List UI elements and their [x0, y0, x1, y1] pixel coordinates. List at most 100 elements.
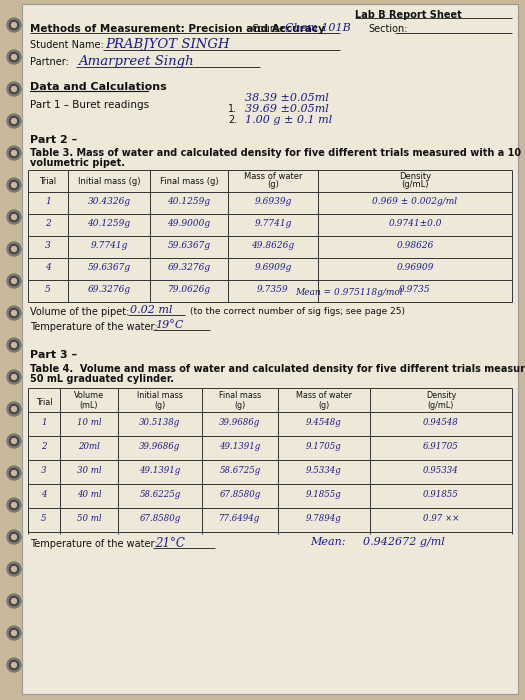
Circle shape	[9, 276, 18, 286]
Circle shape	[9, 309, 18, 318]
Circle shape	[7, 402, 21, 416]
Circle shape	[7, 626, 21, 640]
Text: 1: 1	[45, 197, 51, 206]
Circle shape	[9, 468, 18, 477]
Text: 50 ml: 50 ml	[77, 514, 101, 523]
Text: 3: 3	[41, 466, 47, 475]
Text: Trial: Trial	[39, 177, 57, 186]
Text: Initial mass: Initial mass	[137, 391, 183, 400]
Text: 0.94548: 0.94548	[423, 418, 459, 427]
Text: Amarpreet Singh: Amarpreet Singh	[78, 55, 194, 68]
Text: 69.3276g: 69.3276g	[167, 263, 211, 272]
Text: 59.6367g: 59.6367g	[88, 263, 131, 272]
Circle shape	[7, 274, 21, 288]
Text: Mass of water: Mass of water	[296, 391, 352, 400]
Text: 2.: 2.	[228, 115, 237, 125]
Text: (g): (g)	[318, 401, 330, 410]
Text: 9.7359: 9.7359	[257, 285, 289, 294]
Circle shape	[9, 116, 18, 125]
Text: Initial mass (g): Initial mass (g)	[78, 177, 140, 186]
Circle shape	[12, 214, 16, 220]
Circle shape	[12, 535, 16, 540]
Text: (g): (g)	[267, 180, 279, 189]
Text: 19°C: 19°C	[155, 320, 183, 330]
Circle shape	[12, 374, 16, 379]
Text: 49.8626g: 49.8626g	[251, 241, 295, 250]
Text: 58.6225g: 58.6225g	[139, 490, 181, 499]
Text: 39.9686g: 39.9686g	[219, 418, 260, 427]
Text: 1: 1	[41, 418, 47, 427]
Text: Final mass: Final mass	[219, 391, 261, 400]
Text: Temperature of the water:: Temperature of the water:	[30, 322, 158, 332]
Circle shape	[9, 340, 18, 349]
Text: 49.1391g: 49.1391g	[139, 466, 181, 475]
Text: 10 ml: 10 ml	[77, 418, 101, 427]
Circle shape	[12, 22, 16, 27]
Circle shape	[9, 437, 18, 445]
Text: (to the correct number of sig figs; see page 25): (to the correct number of sig figs; see …	[190, 307, 405, 316]
Text: 9.7894g: 9.7894g	[306, 514, 342, 523]
Circle shape	[12, 342, 16, 347]
Circle shape	[12, 279, 16, 284]
Circle shape	[9, 213, 18, 221]
Circle shape	[7, 498, 21, 512]
Text: 2: 2	[45, 219, 51, 228]
Text: Mean:     0.942672 g/ml: Mean: 0.942672 g/ml	[310, 537, 445, 547]
Circle shape	[12, 407, 16, 412]
Text: 9.1855g: 9.1855g	[306, 490, 342, 499]
Text: 1.: 1.	[228, 104, 237, 114]
Text: (mL): (mL)	[80, 401, 98, 410]
Text: Volume of the pipet:: Volume of the pipet:	[30, 307, 129, 317]
Text: Mean = 0.975118g/mol: Mean = 0.975118g/mol	[295, 288, 403, 297]
Text: 4: 4	[45, 263, 51, 272]
Text: 39.9686g: 39.9686g	[139, 442, 181, 451]
Text: 9.4548g: 9.4548g	[306, 418, 342, 427]
Circle shape	[12, 503, 16, 507]
Text: 0.91855: 0.91855	[423, 490, 459, 499]
Text: Data and Calculations: Data and Calculations	[30, 82, 167, 92]
Circle shape	[7, 530, 21, 544]
Circle shape	[12, 438, 16, 444]
Text: 40.1259g: 40.1259g	[88, 219, 131, 228]
Text: 39.69 ±0.05ml: 39.69 ±0.05ml	[245, 104, 329, 114]
Text: 30.4326g: 30.4326g	[88, 197, 131, 206]
Text: Temperature of the water:: Temperature of the water:	[30, 539, 158, 549]
Circle shape	[7, 50, 21, 64]
Circle shape	[7, 178, 21, 192]
Text: Chem 101B: Chem 101B	[285, 23, 351, 33]
Text: 20ml: 20ml	[78, 442, 100, 451]
Circle shape	[9, 533, 18, 542]
Text: 58.6725g: 58.6725g	[219, 466, 260, 475]
Text: Section:: Section:	[368, 24, 407, 34]
Text: 0.98626: 0.98626	[396, 241, 434, 250]
Circle shape	[9, 244, 18, 253]
Circle shape	[9, 52, 18, 62]
Circle shape	[12, 566, 16, 571]
Text: volumetric pipet.: volumetric pipet.	[30, 158, 125, 168]
Text: 1.00 g ± 0.1 ml: 1.00 g ± 0.1 ml	[245, 115, 332, 125]
Circle shape	[12, 662, 16, 668]
Circle shape	[12, 598, 16, 603]
Circle shape	[9, 661, 18, 669]
Circle shape	[12, 87, 16, 92]
Circle shape	[7, 562, 21, 576]
Circle shape	[7, 434, 21, 448]
Circle shape	[7, 466, 21, 480]
Text: 59.6367g: 59.6367g	[167, 241, 211, 250]
Circle shape	[7, 146, 21, 160]
Circle shape	[7, 18, 21, 32]
Circle shape	[7, 370, 21, 384]
Text: (g): (g)	[154, 401, 165, 410]
Circle shape	[12, 55, 16, 60]
Text: 50 mL graduated cylinder.: 50 mL graduated cylinder.	[30, 374, 174, 384]
Text: 9.6909g: 9.6909g	[254, 263, 292, 272]
Text: Part 2 –: Part 2 –	[30, 135, 77, 145]
Text: Table 3. Mass of water and calculated density for five different trials measured: Table 3. Mass of water and calculated de…	[30, 148, 525, 158]
Text: Lab B Report Sheet: Lab B Report Sheet	[355, 10, 462, 20]
Text: 30.5138g: 30.5138g	[139, 418, 181, 427]
Text: PRABJYOT SINGH: PRABJYOT SINGH	[105, 38, 229, 51]
Circle shape	[12, 118, 16, 123]
Circle shape	[7, 242, 21, 256]
Circle shape	[12, 150, 16, 155]
Text: 2: 2	[41, 442, 47, 451]
